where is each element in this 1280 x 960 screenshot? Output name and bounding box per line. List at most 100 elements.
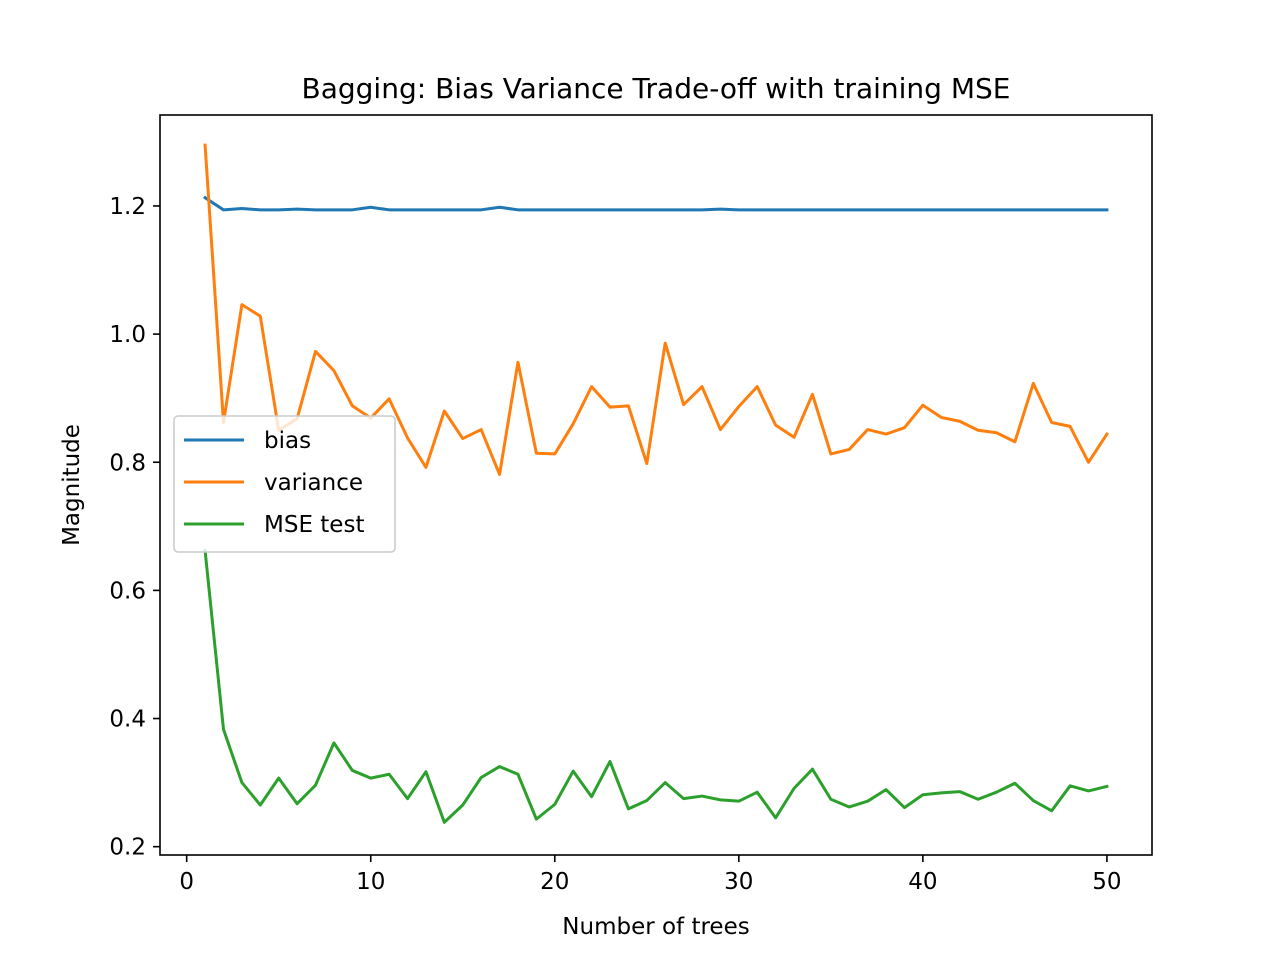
data-point-variance bbox=[572, 422, 575, 425]
data-point-bias bbox=[424, 208, 427, 211]
data-point-bias bbox=[1087, 208, 1090, 211]
data-point-variance bbox=[461, 437, 464, 440]
data-point-variance bbox=[682, 403, 685, 406]
data-point-mse-test bbox=[240, 781, 243, 784]
data-point-mse-test bbox=[958, 790, 961, 793]
data-point-bias bbox=[995, 208, 998, 211]
y-tick-label: 1.2 bbox=[109, 194, 146, 220]
data-point-bias bbox=[977, 208, 980, 211]
data-point-variance bbox=[608, 406, 611, 409]
legend-label-variance: variance bbox=[264, 470, 363, 496]
series-line-mse-test bbox=[203, 549, 1109, 824]
data-point-mse-test bbox=[627, 807, 630, 810]
data-point-variance bbox=[921, 404, 924, 407]
data-point-bias bbox=[240, 207, 243, 210]
data-point-bias bbox=[811, 208, 814, 211]
data-point-mse-test bbox=[1087, 789, 1090, 792]
x-axis: 0 10 20 30 40 50 bbox=[179, 855, 1122, 895]
data-point-variance bbox=[1013, 440, 1016, 443]
data-point-bias bbox=[608, 208, 611, 211]
data-point-bias bbox=[480, 208, 483, 211]
series-bias bbox=[203, 195, 1109, 212]
data-point-bias bbox=[388, 208, 391, 211]
legend-label-mse-test: MSE test bbox=[264, 512, 364, 538]
data-point-mse-test bbox=[535, 818, 538, 821]
data-point-variance bbox=[958, 420, 961, 423]
data-point-variance bbox=[1069, 425, 1072, 428]
data-point-bias bbox=[369, 206, 372, 209]
data-point-variance bbox=[940, 416, 943, 419]
data-point-variance bbox=[351, 404, 354, 407]
x-tick-label: 20 bbox=[540, 869, 569, 895]
series-variance bbox=[203, 143, 1109, 476]
x-tick-label: 10 bbox=[356, 869, 385, 895]
data-point-bias bbox=[664, 208, 667, 211]
data-point-mse-test bbox=[443, 821, 446, 824]
series-line-variance bbox=[203, 143, 1109, 476]
data-point-variance bbox=[204, 144, 207, 147]
data-point-variance bbox=[406, 436, 409, 439]
data-point-variance bbox=[535, 452, 538, 455]
data-point-bias bbox=[314, 208, 317, 211]
y-tick-label: 0.4 bbox=[109, 707, 146, 733]
data-point-mse-test bbox=[296, 802, 299, 805]
data-point-mse-test bbox=[682, 797, 685, 800]
data-point-mse-test bbox=[516, 773, 519, 776]
data-point-mse-test bbox=[811, 768, 814, 771]
data-point-variance bbox=[553, 452, 556, 455]
data-point-bias bbox=[277, 208, 280, 211]
data-point-mse-test bbox=[572, 770, 575, 773]
data-point-mse-test bbox=[940, 791, 943, 794]
data-point-bias bbox=[590, 208, 593, 211]
data-point-variance bbox=[590, 385, 593, 388]
data-point-mse-test bbox=[921, 793, 924, 796]
data-point-variance bbox=[240, 303, 243, 306]
data-point-bias bbox=[516, 208, 519, 211]
data-point-bias bbox=[885, 208, 888, 211]
data-point-variance bbox=[848, 448, 851, 451]
data-point-variance bbox=[701, 385, 704, 388]
data-point-mse-test bbox=[903, 806, 906, 809]
data-point-bias bbox=[259, 208, 262, 211]
data-point-bias bbox=[682, 208, 685, 211]
y-axis: 0.2 0.4 0.6 0.8 1.0 1.2 bbox=[109, 194, 160, 861]
x-tick-label: 30 bbox=[724, 869, 753, 895]
y-tick-label: 1.0 bbox=[109, 322, 146, 348]
y-axis-label: Magnitude bbox=[59, 424, 85, 546]
data-point-variance bbox=[424, 466, 427, 469]
data-point-mse-test bbox=[553, 803, 556, 806]
data-point-bias bbox=[866, 208, 869, 211]
x-tick-label: 0 bbox=[179, 869, 194, 895]
data-point-bias bbox=[222, 208, 225, 211]
data-point-bias bbox=[498, 206, 501, 209]
data-point-mse-test bbox=[774, 816, 777, 819]
data-point-variance bbox=[664, 342, 667, 345]
data-point-bias bbox=[406, 208, 409, 211]
data-point-variance bbox=[829, 452, 832, 455]
data-point-bias bbox=[701, 208, 704, 211]
data-point-mse-test bbox=[1032, 799, 1035, 802]
data-point-mse-test bbox=[977, 798, 980, 801]
legend: bias variance MSE test bbox=[173, 415, 396, 553]
data-point-variance bbox=[756, 385, 759, 388]
data-point-bias bbox=[1105, 208, 1108, 211]
data-point-variance bbox=[995, 431, 998, 434]
data-point-bias bbox=[921, 208, 924, 211]
data-point-bias bbox=[645, 208, 648, 211]
x-tick-label: 40 bbox=[908, 869, 937, 895]
data-point-mse-test bbox=[719, 798, 722, 801]
data-point-bias bbox=[719, 208, 722, 211]
y-tick-label: 0.2 bbox=[109, 835, 146, 861]
legend-box bbox=[173, 415, 396, 553]
data-point-mse-test bbox=[351, 769, 354, 772]
data-point-variance bbox=[388, 397, 391, 400]
data-point-mse-test bbox=[222, 728, 225, 731]
data-point-variance bbox=[1087, 461, 1090, 464]
data-point-mse-test bbox=[829, 798, 832, 801]
series-line-bias bbox=[203, 195, 1109, 212]
data-point-mse-test bbox=[259, 804, 262, 807]
data-point-variance bbox=[314, 350, 317, 353]
x-tick-label: 50 bbox=[1092, 869, 1121, 895]
data-point-mse-test bbox=[756, 791, 759, 794]
data-point-variance bbox=[811, 393, 814, 396]
